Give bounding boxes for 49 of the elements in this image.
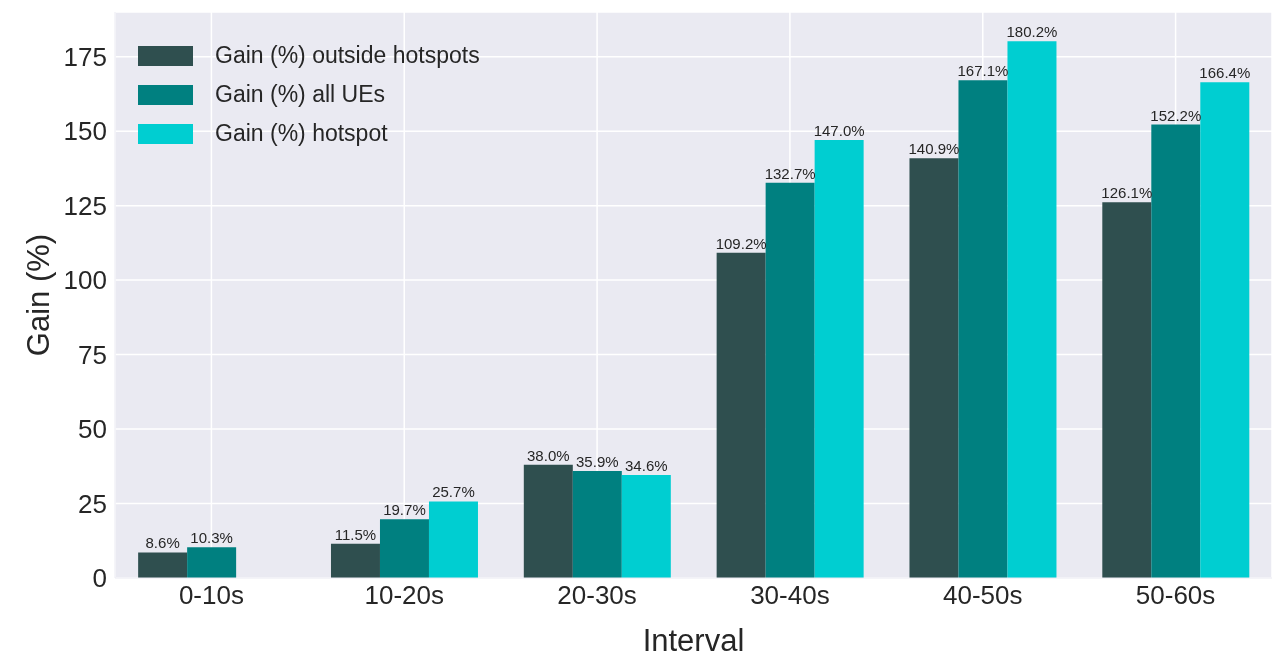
legend-label: Gain (%) all UEs — [215, 81, 385, 108]
x-tick-label: 0-10s — [178, 580, 244, 611]
y-tick-label: 125 — [63, 190, 107, 221]
x-axis-title: Interval — [642, 623, 745, 658]
data-label: 34.6% — [625, 456, 668, 474]
legend-label: Gain (%) outside hotspots — [215, 42, 480, 69]
bar — [187, 547, 237, 578]
x-tick-label: 40-50s — [943, 580, 1023, 611]
bar — [1102, 202, 1152, 578]
data-label: 166.4% — [1199, 64, 1251, 82]
bar — [716, 252, 766, 578]
x-tick-label: 10-20s — [364, 580, 444, 611]
data-label: 147.0% — [813, 122, 865, 140]
y-tick-label: 25 — [78, 488, 107, 519]
bar — [379, 519, 429, 578]
data-label: 109.2% — [715, 234, 767, 252]
y-tick-label: 100 — [63, 265, 107, 296]
bar — [330, 543, 380, 578]
bar — [1007, 41, 1057, 578]
bar — [765, 182, 815, 578]
data-label: 10.3% — [190, 529, 233, 547]
bar — [958, 80, 1008, 578]
data-label: 38.0% — [527, 446, 570, 464]
bar — [428, 501, 478, 578]
data-label: 180.2% — [1006, 23, 1058, 41]
y-tick-label: 75 — [78, 339, 107, 370]
y-tick-label: 50 — [78, 414, 107, 445]
bar — [621, 474, 671, 578]
data-label: 132.7% — [764, 164, 816, 182]
data-label: 8.6% — [145, 534, 180, 552]
bar — [523, 464, 573, 578]
data-label: 25.7% — [432, 483, 475, 501]
data-label: 11.5% — [334, 525, 377, 543]
bar — [1151, 124, 1201, 578]
y-axis-title: Gain (%) — [21, 233, 57, 357]
x-tick-label: 20-30s — [557, 580, 637, 611]
bar — [909, 158, 959, 578]
data-label: 19.7% — [383, 501, 426, 519]
x-tick-label: 30-40s — [750, 580, 830, 611]
bar — [1200, 82, 1250, 578]
x-tick-label: 50-60s — [1135, 580, 1216, 611]
y-tick-label: 150 — [63, 116, 107, 147]
y-tick-label: 0 — [92, 563, 107, 594]
y-tick-label: 175 — [63, 41, 107, 72]
bar — [814, 140, 864, 578]
data-label: 35.9% — [576, 453, 619, 471]
bar — [138, 552, 188, 578]
bar — [572, 471, 622, 578]
legend-label: Gain (%) hotspot — [215, 120, 388, 147]
